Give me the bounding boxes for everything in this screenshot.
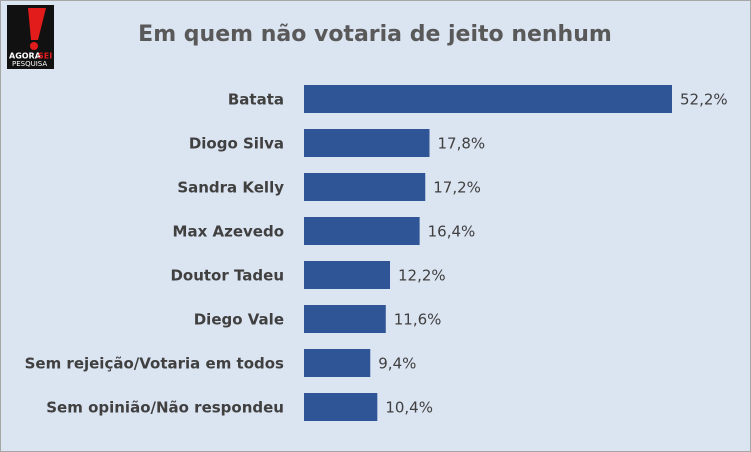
bar <box>304 85 672 113</box>
category-label: Batata <box>228 91 284 109</box>
category-label: Doutor Tadeu <box>170 267 284 285</box>
chart-title: Em quem não votaria de jeito nenhum <box>138 22 612 47</box>
value-label: 11,6% <box>394 311 442 329</box>
category-label: Diogo Silva <box>189 135 284 153</box>
bar <box>304 349 371 377</box>
category-label: Sem opinião/Não respondeu <box>46 399 284 417</box>
category-label: Max Azevedo <box>173 223 284 241</box>
bar <box>304 393 378 421</box>
bar <box>304 217 420 245</box>
logo-brand: AGORA <box>9 52 42 61</box>
logo-tagline: PESQUISA <box>12 60 47 68</box>
value-label: 52,2% <box>680 91 728 109</box>
value-label: 16,4% <box>428 223 476 241</box>
value-label: 9,4% <box>378 355 416 373</box>
logo-brand-accent: SEI <box>38 52 52 61</box>
bar <box>304 173 426 201</box>
category-label: Diego Vale <box>194 311 284 329</box>
category-label: Sandra Kelly <box>177 179 284 197</box>
bar <box>304 129 430 157</box>
value-label: 12,2% <box>398 267 446 285</box>
logo: AGORA SEI PESQUISA <box>7 5 54 69</box>
logo-dot <box>30 42 38 50</box>
value-label: 17,2% <box>433 179 481 197</box>
logo-mark <box>28 8 46 40</box>
category-label: Sem rejeição/Votaria em todos <box>25 355 284 373</box>
value-label: 10,4% <box>385 399 433 417</box>
bar <box>304 261 391 289</box>
bar <box>304 305 386 333</box>
value-label: 17,8% <box>437 135 485 153</box>
